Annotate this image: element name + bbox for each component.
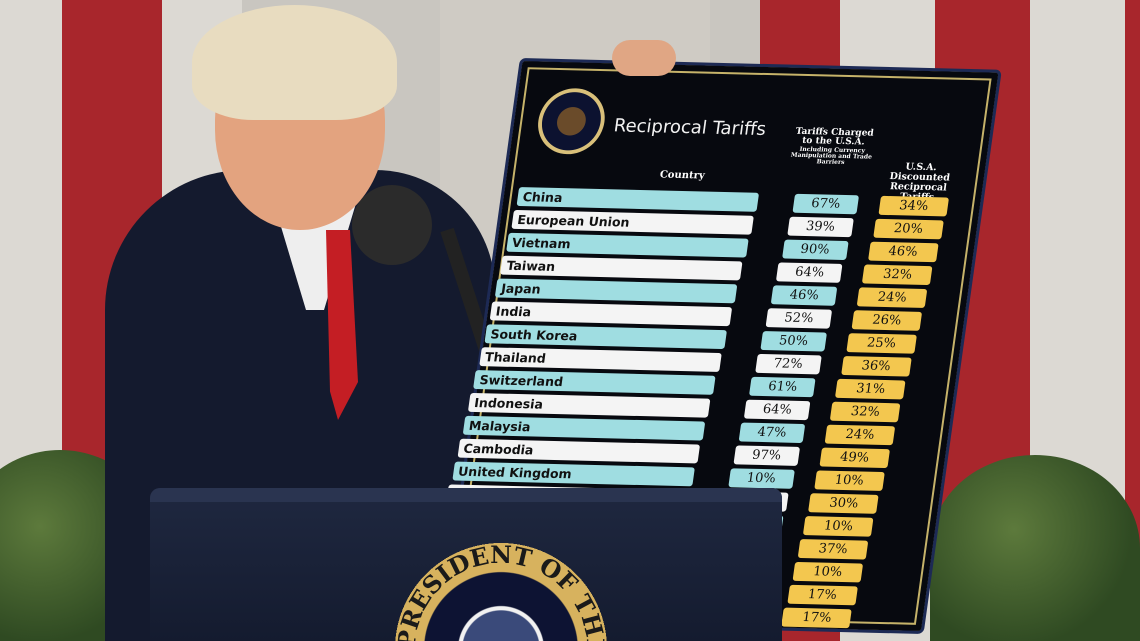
- header-country: Country: [659, 169, 706, 182]
- charged-cell: 61%: [749, 376, 817, 398]
- reciprocal-cell: 30%: [808, 493, 880, 514]
- reciprocal-cell: 17%: [786, 584, 858, 606]
- podium: PRESIDENT OF THE UNIT: [150, 488, 782, 641]
- header-charged-note: Including Currency Manipulation and Trad…: [790, 145, 873, 167]
- svg-text:PRESIDENT OF THE UNIT: PRESIDENT OF THE UNIT: [395, 543, 607, 641]
- reciprocal-cell: 10%: [803, 516, 874, 537]
- charged-cell: 46%: [770, 285, 838, 306]
- reciprocal-cell: 32%: [829, 401, 901, 423]
- presidential-seal-icon: PRESIDENT OF THE UNIT: [395, 543, 607, 641]
- reciprocal-cell: 32%: [862, 264, 933, 286]
- reciprocal-cell: 10%: [792, 561, 863, 583]
- reciprocal-cell: 26%: [851, 310, 923, 331]
- charged-cell: 67%: [792, 193, 860, 215]
- seal-text: PRESIDENT OF THE UNIT: [395, 543, 607, 641]
- podium-top: [150, 488, 782, 502]
- reciprocal-cell: 37%: [797, 538, 869, 560]
- reciprocal-cell: 10%: [813, 470, 885, 491]
- reciprocal-cell: 34%: [878, 195, 950, 217]
- reciprocal-cell: 24%: [824, 424, 896, 446]
- reciprocal-cell: 20%: [873, 218, 944, 240]
- charged-cell: 72%: [754, 353, 822, 375]
- reciprocal-cell: 36%: [840, 355, 912, 377]
- header-charged: Tariffs Charged to the U.S.A. Including C…: [789, 126, 876, 168]
- reciprocal-cell: 46%: [867, 241, 939, 263]
- charged-cell: 39%: [787, 216, 854, 238]
- hand: [612, 40, 676, 76]
- reciprocal-cell: 31%: [835, 378, 906, 400]
- seal-lettering: PRESIDENT OF THE UNIT: [395, 543, 607, 641]
- charged-cell: 97%: [733, 445, 800, 466]
- charged-cell: 52%: [765, 308, 833, 329]
- board-title: Reciprocal Tariffs: [612, 115, 768, 140]
- reciprocal-cell: 25%: [846, 333, 917, 354]
- hair: [192, 5, 397, 120]
- charged-cell: 64%: [776, 262, 843, 283]
- charged-cell: 47%: [738, 422, 806, 444]
- microphone-icon: [352, 185, 432, 265]
- charged-cell: 64%: [744, 399, 811, 421]
- charged-cell: 10%: [727, 468, 795, 489]
- charged-cell: 90%: [781, 239, 849, 261]
- shrub-right: [930, 455, 1140, 641]
- charged-cell: 50%: [760, 331, 827, 352]
- presidential-seal-icon: [533, 87, 609, 155]
- reciprocal-cell: 24%: [856, 287, 928, 308]
- header-charged-label: Tariffs Charged to the U.S.A.: [794, 126, 875, 148]
- reciprocal-cell: 49%: [819, 447, 890, 469]
- reciprocal-cell: 17%: [781, 607, 853, 629]
